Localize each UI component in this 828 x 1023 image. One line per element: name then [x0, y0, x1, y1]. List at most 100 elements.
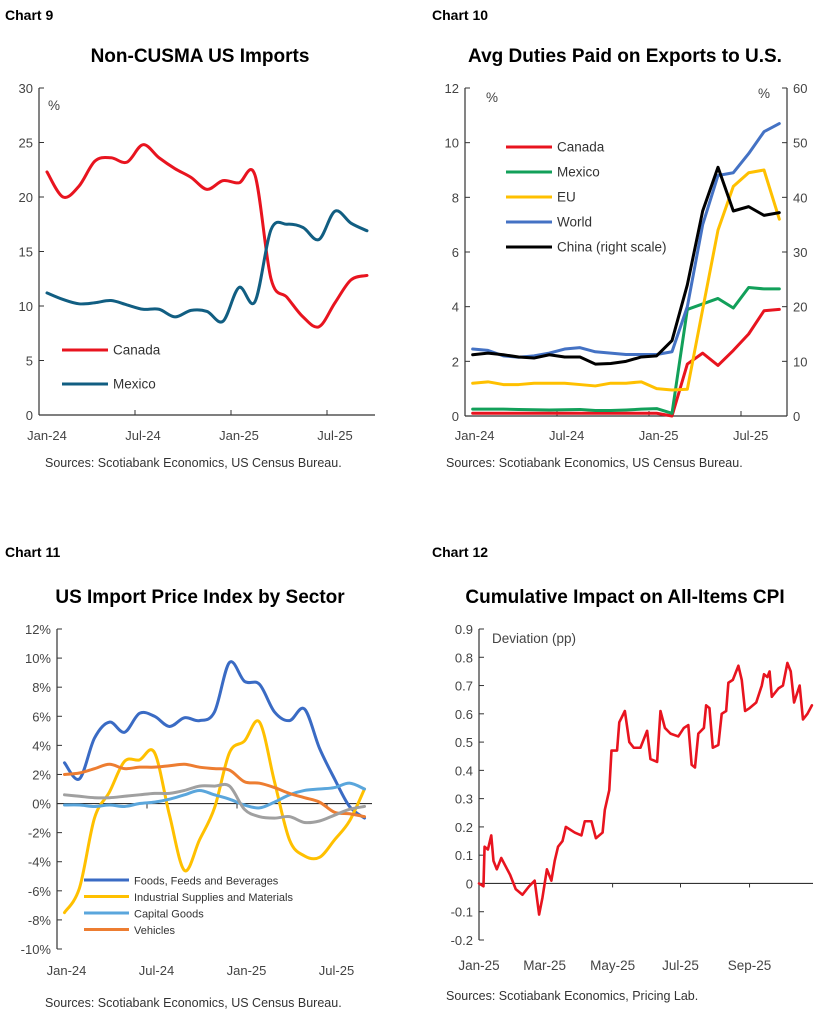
chart-number: Chart 12 [432, 544, 488, 560]
unit-label: % [486, 90, 498, 105]
y-tick-label-right: 10 [793, 354, 807, 369]
y-tick-label: 10 [19, 299, 33, 314]
legend-label: Capital Goods [134, 909, 204, 921]
y-tick-label-right: 60 [793, 81, 807, 96]
y-tick-label: 4% [32, 738, 51, 753]
y-tick-label: -6% [28, 884, 52, 899]
y-tick-label-right: 20 [793, 300, 807, 315]
y-tick-label: 0 [452, 409, 459, 424]
series-line-china-right-scale [471, 165, 781, 366]
y-tick-label: 6% [32, 709, 51, 724]
series-line-eu [471, 168, 781, 392]
y-tick-label: 12 [445, 81, 459, 96]
series-line-mexico [471, 286, 781, 415]
y-tick-label: -4% [28, 855, 52, 870]
legend-label: Canada [557, 140, 605, 155]
y-tick-label: 5 [26, 354, 33, 369]
y-tick-label-right: 30 [793, 245, 807, 260]
x-tick-label: Jul-25 [733, 428, 768, 443]
legend-label: China (right scale) [557, 240, 667, 255]
chart-number: Chart 10 [432, 7, 488, 23]
legend-label: EU [557, 190, 576, 205]
y-tick-label: 0 [466, 876, 473, 891]
x-tick-label: Jan-25 [227, 963, 267, 978]
y-tick-label: 0.7 [455, 679, 473, 694]
x-tick-label: Jul-25 [662, 958, 699, 973]
series-line-mexico [45, 209, 369, 324]
y-tick-label: 10 [445, 136, 459, 151]
x-tick-label: Jul-24 [125, 428, 160, 443]
y-tick-label: -8% [28, 913, 52, 928]
y-tick-label: 10% [25, 651, 51, 666]
y-tick-label: 0.1 [455, 848, 473, 863]
unit-label: Deviation (pp) [492, 631, 576, 646]
y-tick-label: 12% [25, 622, 51, 637]
x-tick-label: Jan-25 [219, 428, 259, 443]
y-tick-label: 0.4 [455, 763, 473, 778]
chart-12: Chart 12 Cumulative Impact on All-Items C… [432, 544, 814, 1003]
series-line-capital-goods [63, 781, 366, 810]
x-tick-label: Jul-24 [139, 963, 174, 978]
legend-label: Mexico [557, 165, 600, 180]
y-tick-label: 0 [26, 408, 33, 423]
y-tick-label: 20 [19, 190, 33, 205]
series-line-foods-feeds-and-beverages [63, 660, 366, 820]
y-tick-label: 0.5 [455, 735, 473, 750]
series-line-vehicles [63, 762, 366, 819]
chart-title: US Import Price Index by Sector [55, 587, 345, 608]
x-tick-label: Jan-25 [639, 428, 679, 443]
x-tick-label: Jan-25 [458, 958, 499, 973]
unit-label: % [48, 98, 60, 113]
y-tick-label: 30 [19, 81, 33, 96]
chart-number: Chart 11 [5, 544, 60, 560]
x-tick-label: Jan-24 [47, 963, 87, 978]
y-tick-label: 4 [452, 300, 459, 315]
y-tick-label: 0% [32, 797, 51, 812]
y-tick-label: -2% [28, 826, 52, 841]
y-tick-label: -10% [21, 942, 52, 957]
y-tick-label: 0.2 [455, 820, 473, 835]
chart-source: Sources: Scotiabank Economics, US Census… [45, 996, 342, 1010]
x-tick-label: Sep-25 [728, 958, 772, 973]
chart-number: Chart 9 [5, 7, 53, 23]
y-tick-label: 0.6 [455, 707, 473, 722]
x-tick-label: Jul-24 [549, 428, 584, 443]
y-tick-label-right: 50 [793, 136, 807, 151]
legend-label: Canada [113, 343, 161, 358]
y-tick-label: -0.2 [451, 933, 473, 948]
y-tick-label: 2% [32, 767, 51, 782]
y-tick-label-right: 40 [793, 190, 807, 205]
chart-10: Chart 10 Avg Duties Paid on Exports to U.… [432, 7, 807, 470]
x-tick-label: Jul-25 [317, 428, 352, 443]
y-tick-label: 0.8 [455, 650, 473, 665]
legend-label: Vehicles [134, 925, 175, 937]
chart-9: Chart 9 Non-CUSMA US Imports Sources: Scot… [5, 7, 375, 470]
unit-label-right: % [758, 86, 770, 101]
series-line-unlabeled [477, 661, 814, 916]
chart-source: Sources: Scotiabank Economics, Pricing L… [446, 989, 698, 1003]
x-tick-label: Jan-24 [455, 428, 495, 443]
y-tick-label: 2 [452, 354, 459, 369]
chart-source: Sources: Scotiabank Economics, US Census… [446, 456, 743, 470]
series-line-canada [45, 143, 369, 329]
series-line-canada [471, 307, 781, 418]
y-tick-label-right: 0 [793, 409, 800, 424]
y-tick-label: 25 [19, 136, 33, 151]
chart-title: Non-CUSMA US Imports [91, 46, 310, 67]
x-tick-label: Jan-24 [27, 428, 67, 443]
legend-label: Foods, Feeds and Beverages [134, 876, 279, 888]
x-tick-label: Mar-25 [523, 958, 566, 973]
y-tick-label: 0.3 [455, 792, 473, 807]
legend-label: Industrial Supplies and Materials [134, 892, 293, 904]
y-tick-label: 8 [452, 190, 459, 205]
x-tick-label: Jul-25 [319, 963, 354, 978]
chart-title: Cumulative Impact on All-Items CPI [465, 587, 784, 608]
chart-title: Avg Duties Paid on Exports to U.S. [468, 46, 782, 67]
y-tick-label: 0.9 [455, 622, 473, 637]
chart-11: Chart 11 US Import Price Index by Sector S… [5, 544, 372, 1010]
series-line-unlabeled [63, 782, 366, 825]
y-tick-label: 8% [32, 680, 51, 695]
chart-source: Sources: Scotiabank Economics, US Census… [45, 456, 342, 470]
y-tick-label: 6 [452, 245, 459, 260]
